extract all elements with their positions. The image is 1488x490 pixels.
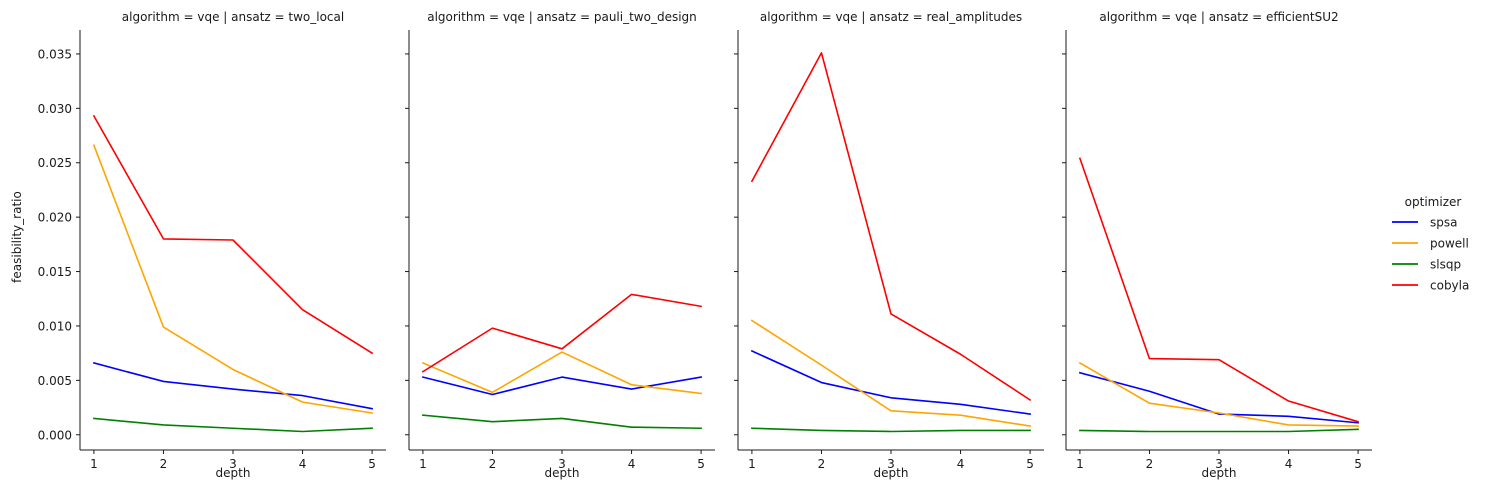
x-tick-label: 4 <box>628 457 636 471</box>
x-tick-label: 2 <box>489 457 497 471</box>
x-tick-label: 5 <box>1354 457 1362 471</box>
y-tick-label: 0.035 <box>38 47 72 61</box>
x-tick-label: 2 <box>1146 457 1154 471</box>
legend-label-powell: powell <box>1430 237 1469 251</box>
x-tick-label: 3 <box>558 457 566 471</box>
legend: optimizer spsa powell slsqp cobyla <box>1392 195 1469 293</box>
series-line-cobyla <box>421 293 703 373</box>
series-line-slsqp <box>1079 428 1359 433</box>
x-tick-label: 4 <box>957 457 965 471</box>
series-line-spsa <box>421 376 703 396</box>
x-axis-label: depth <box>874 466 909 480</box>
x-tick-label: 5 <box>368 457 376 471</box>
x-tick-label: 3 <box>1215 457 1223 471</box>
x-axis-label: depth <box>545 466 580 480</box>
y-tick-label: 0.025 <box>38 156 72 170</box>
x-tick-label: 1 <box>419 457 427 471</box>
x-axis-label: depth <box>216 466 251 480</box>
series-line-cobyla <box>750 52 1032 402</box>
series-line-spsa <box>1078 371 1359 424</box>
series-line-slsqp <box>93 417 373 433</box>
legend-label-cobyla: cobyla <box>1430 279 1469 293</box>
facet-title: algorithm = vqe | ansatz = pauli_two_des… <box>427 10 697 24</box>
facet-title: algorithm = vqe | ansatz = real_amplitud… <box>760 10 1022 24</box>
x-tick-label: 4 <box>299 457 307 471</box>
facet-title: algorithm = vqe | ansatz = two_local <box>122 10 344 24</box>
series-line-cobyla <box>92 114 374 355</box>
facet-title: algorithm = vqe | ansatz = efficientSU2 <box>1099 10 1338 24</box>
y-tick-label: 0.010 <box>38 319 72 333</box>
series-line-cobyla <box>1078 157 1360 423</box>
legend-entries: spsa powell slsqp cobyla <box>1392 216 1469 293</box>
y-axis-label: feasibility_ratio <box>10 191 24 283</box>
series-line-spsa <box>750 349 1031 415</box>
x-tick-label: 3 <box>229 457 237 471</box>
legend-title: optimizer <box>1405 195 1462 209</box>
x-tick-label: 1 <box>1076 457 1084 471</box>
facet-panel: 1 2 3 4 5 depth algorithm = vqe | ansatz = eff… <box>1062 10 1372 480</box>
series-line-powell <box>92 144 374 414</box>
facet-panel: 1 2 3 4 5 depth algorithm = vqe | ansatz = pau… <box>405 10 715 480</box>
facet-panel: 0.000 0.005 0.010 0.015 0.020 0.025 0.030 0.035… <box>38 10 386 480</box>
series-line-slsqp <box>751 427 1031 433</box>
series-line-slsqp <box>422 414 702 430</box>
series-line-powell <box>421 351 702 395</box>
series-line-spsa <box>92 361 374 410</box>
facet-panels: 0.000 0.005 0.010 0.015 0.020 0.025 0.030 0.035… <box>38 10 1372 480</box>
series-line-powell <box>750 319 1032 427</box>
facet-panel: 1 2 3 4 5 depth algorithm = vqe | ansatz = rea… <box>734 10 1044 480</box>
x-tick-label: 4 <box>1285 457 1293 471</box>
x-tick-label: 2 <box>818 457 826 471</box>
series-line-powell <box>1078 361 1359 427</box>
x-tick-label: 3 <box>887 457 895 471</box>
y-tick-label: 0.005 <box>38 374 72 388</box>
legend-label-slsqp: slsqp <box>1430 258 1461 272</box>
x-tick-label: 5 <box>1026 457 1034 471</box>
x-axis-label: depth <box>1202 466 1237 480</box>
x-tick-label: 1 <box>90 457 98 471</box>
y-tick-label: 0.030 <box>38 102 72 116</box>
x-tick-label: 2 <box>160 457 168 471</box>
legend-label-spsa: spsa <box>1430 216 1457 230</box>
y-tick-label: 0.015 <box>38 265 72 279</box>
y-tick-label: 0.000 <box>38 428 72 442</box>
x-tick-label: 1 <box>748 457 756 471</box>
y-tick-label: 0.020 <box>38 211 72 225</box>
x-tick-label: 5 <box>697 457 705 471</box>
